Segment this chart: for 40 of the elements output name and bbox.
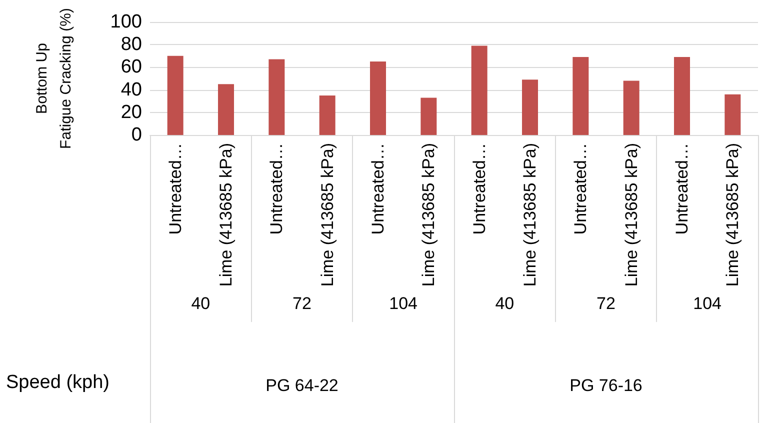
text: 72 xyxy=(596,294,616,313)
y-tick-label: 0 xyxy=(131,124,142,146)
bar xyxy=(623,80,640,135)
bar xyxy=(420,98,437,135)
y-tick-label: 60 xyxy=(120,56,142,78)
x-tick-label: Lime (413685 kPa) xyxy=(216,143,236,287)
bar xyxy=(268,59,285,135)
text: 104 xyxy=(389,294,418,313)
text: 104 xyxy=(693,294,722,313)
bar xyxy=(471,46,488,135)
text: 40 xyxy=(495,294,514,313)
y-tick-label: 40 xyxy=(120,79,142,100)
y-tick-label: 20 xyxy=(120,102,142,123)
x-tick-label: Lime (413685 kPa) xyxy=(318,143,337,287)
x-tick-label: Lime (413685 kPa) xyxy=(622,143,641,287)
bar xyxy=(572,57,589,135)
bar xyxy=(522,80,538,135)
x-axis-title: Speed (kph) xyxy=(6,372,110,393)
y-tick-label: 100 xyxy=(110,12,142,32)
y-tick-label: 80 xyxy=(120,34,142,56)
text: PG 76-16 xyxy=(570,376,642,395)
x-tick-label: Lime (413685 kPa) xyxy=(520,143,540,287)
bar xyxy=(674,57,690,135)
x-tick-label: Lime (413685 kPa) xyxy=(419,143,438,287)
x-tick-label: Untreated… xyxy=(571,143,590,235)
x-tick-label: Untreated… xyxy=(166,143,185,235)
bar xyxy=(319,95,336,135)
bar xyxy=(218,84,234,135)
x-tick-label: Lime (413685 kPa) xyxy=(723,143,742,287)
text: 72 xyxy=(292,294,312,313)
bar xyxy=(370,62,386,135)
y-axis-title: Bottom Up Fatigue Cracking (%) xyxy=(34,8,74,149)
x-tick-label: Untreated… xyxy=(368,143,388,235)
x-tick-label: Untreated… xyxy=(470,143,489,235)
bar xyxy=(167,56,184,135)
text: 40 xyxy=(191,294,210,313)
bar xyxy=(724,94,741,135)
x-tick-label: Untreated… xyxy=(267,143,286,235)
x-tick-label: Untreated… xyxy=(672,143,692,235)
text: PG 64-22 xyxy=(266,376,338,395)
